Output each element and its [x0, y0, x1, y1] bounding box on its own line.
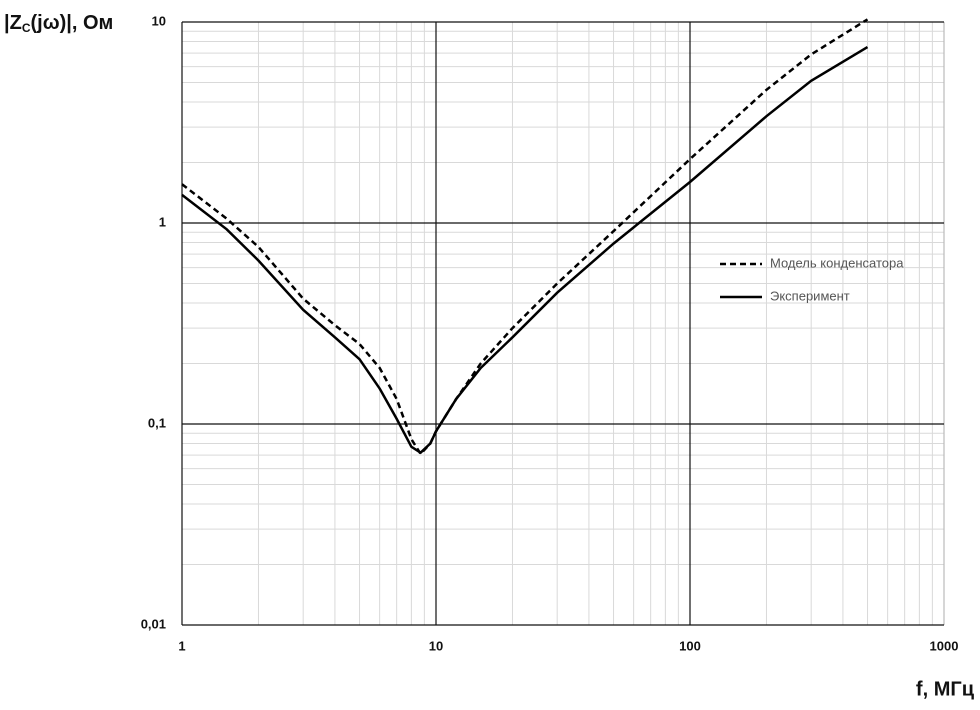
x-tick-label: 1 [178, 638, 185, 653]
data-line [181, 46, 869, 455]
y-tick-label: 0,1 [148, 415, 166, 430]
data-line [181, 18, 869, 456]
y-label-part: |Z [4, 12, 22, 34]
legend-text: Модель конденсатора [770, 255, 904, 270]
y-label-sub: C [22, 21, 31, 35]
y-tick-label: 0,01 [141, 616, 166, 631]
y-tick-label: 1 [159, 214, 166, 229]
y-axis-label: |ZC(jω)|, Ом [4, 12, 113, 35]
x-axis-label: f, МГц [916, 678, 975, 700]
y-label-part: (jω)|, Ом [30, 12, 113, 34]
x-tick-label: 10 [429, 638, 443, 653]
x-tick-label: 1000 [930, 638, 959, 653]
legend-text: Эксперимент [770, 288, 850, 303]
x-tick-label: 100 [679, 638, 701, 653]
y-tick-label: 10 [152, 13, 166, 28]
